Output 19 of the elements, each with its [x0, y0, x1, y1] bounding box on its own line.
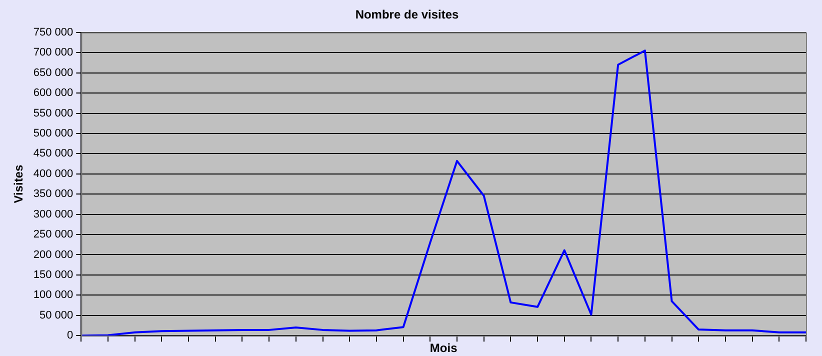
y-tick-label: 550 000 [33, 107, 74, 120]
y-tick-label: 500 000 [33, 128, 74, 140]
y-tick-label: 450 000 [33, 148, 74, 160]
y-tick-label: 50 000 [40, 309, 74, 322]
y-tick-label: 250 000 [33, 228, 74, 241]
y-axis-title: Visites [12, 164, 26, 204]
y-tick-label: 600 000 [33, 87, 74, 100]
y-tick-label: 350 000 [33, 188, 74, 200]
y-tick-label: 100 000 [33, 289, 74, 302]
y-tick-label: 200 000 [33, 248, 74, 261]
y-tick-label: 650 000 [33, 66, 74, 79]
chart-title: Nombre de visites [355, 8, 460, 22]
y-tick-label: 0 [67, 330, 74, 342]
x-axis-title: Mois [430, 341, 458, 356]
y-tick-label: 300 000 [33, 208, 74, 220]
y-tick-label: 400 000 [33, 168, 74, 180]
y-tick-label: 150 000 [33, 268, 74, 281]
y-tick-label: 750 000 [33, 26, 74, 38]
y-tick-label: 700 000 [33, 46, 74, 59]
